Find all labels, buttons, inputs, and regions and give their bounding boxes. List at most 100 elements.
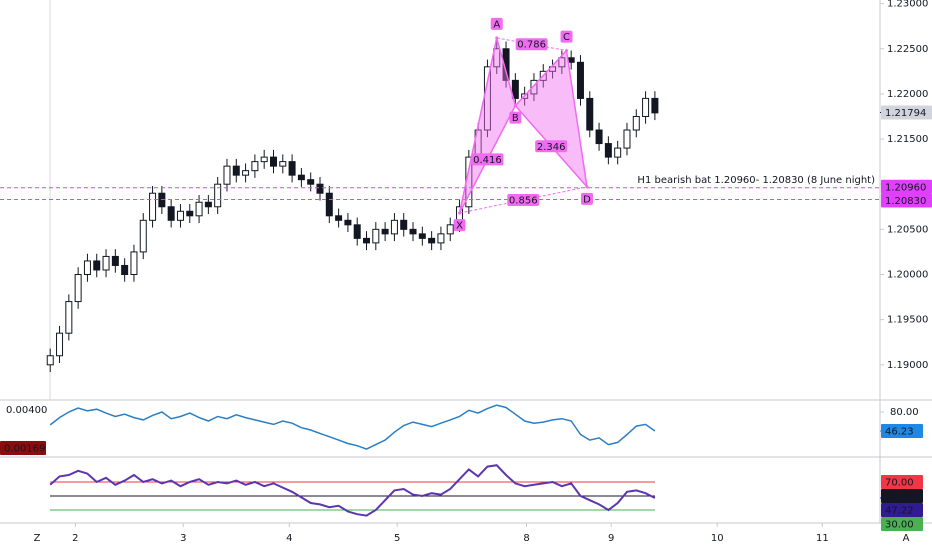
candle-body (111, 255, 119, 266)
candle-body (74, 273, 82, 303)
value-label-box (881, 474, 923, 489)
point-box (453, 219, 466, 232)
ratio-label: 0.856 (509, 196, 538, 207)
level-label-box (881, 179, 932, 194)
time-tick-label: 3 (180, 533, 186, 544)
candle-body (372, 228, 380, 244)
candle-body (269, 156, 277, 167)
y-tick-label: 1.23000 (887, 0, 928, 10)
candle-body (204, 201, 212, 208)
candle-body (381, 228, 389, 235)
candle-body (400, 219, 408, 230)
value-label-box (881, 489, 923, 504)
candle-body (297, 174, 305, 181)
y-tick-label: 80.00 (890, 407, 919, 418)
candle-body (595, 129, 603, 145)
candle-body (604, 143, 612, 158)
pattern-point (585, 185, 589, 189)
candle-body (260, 156, 268, 163)
candle-body (242, 170, 250, 176)
candle-body (167, 206, 175, 221)
candle-body (567, 57, 575, 63)
y-tick-label: 1.21500 (887, 134, 928, 145)
time-tick-label: 10 (711, 533, 724, 544)
candle-body (223, 165, 231, 185)
candle-body (288, 161, 296, 176)
y-tick-label: 1.19500 (887, 315, 928, 326)
candle-body (428, 237, 436, 244)
last-price-label-box (881, 105, 932, 120)
y-tick-label: 1.19000 (887, 360, 928, 371)
ratio-box (471, 153, 504, 166)
candle-body (558, 57, 566, 68)
candle-body (335, 215, 343, 221)
point-box (490, 17, 503, 30)
candle-body (176, 210, 184, 221)
y2-tick-label: 0.00400 (6, 405, 47, 416)
pattern-ratio-line (514, 105, 588, 188)
candle-body (83, 260, 91, 275)
ratio-box (515, 38, 548, 51)
value-label: 30.00 (885, 520, 914, 531)
pattern-point (495, 36, 499, 40)
candle-body (651, 97, 659, 114)
candle-body (437, 233, 445, 244)
last-price-label: 1.21794 (885, 108, 926, 119)
level-label-box (881, 193, 932, 208)
candle-body (316, 183, 324, 194)
candle-body (251, 161, 259, 172)
candle-body (232, 165, 240, 176)
point-box (560, 30, 573, 43)
candle-body (632, 115, 640, 131)
candle-body (130, 251, 138, 275)
time-tick-label: 11 (816, 533, 829, 544)
timezone-button[interactable]: Z (34, 533, 41, 544)
annotation: H1 bearish bat 1.20960- 1.20830 (8 June … (637, 175, 875, 186)
candle-body (46, 355, 54, 366)
value-label: 70.00 (885, 477, 914, 488)
candle-body (363, 237, 371, 244)
candle-body (93, 260, 101, 271)
candle-body (325, 192, 333, 217)
candle-body (642, 97, 650, 117)
time-tick-label: 4 (286, 533, 292, 544)
indicator-line (49, 404, 656, 450)
candle-body (586, 97, 594, 131)
pattern-point (565, 49, 569, 53)
ratio-box (535, 140, 568, 153)
auto-scale-button[interactable]: A (903, 533, 910, 544)
time-tick-label: 8 (523, 533, 529, 544)
y-tick-label: 1.22500 (887, 44, 928, 55)
indicator-line (49, 464, 656, 517)
y-tick-label: 1.20000 (887, 269, 928, 280)
point-label: A (493, 19, 500, 30)
candle-body (614, 147, 622, 158)
ratio-label: 2.346 (537, 142, 566, 153)
value-label-box (881, 423, 923, 438)
time-tick-label: 9 (608, 533, 614, 544)
level-label: 1.20830 (885, 196, 926, 207)
candle-body (353, 224, 361, 239)
candle-body (390, 219, 398, 235)
candle-body (56, 332, 64, 357)
ratio-box (507, 194, 540, 206)
candle-body (121, 264, 129, 275)
point-label: C (563, 32, 570, 43)
candle-body (511, 79, 519, 99)
candle-body (214, 183, 222, 208)
ratio-label: 0.786 (517, 40, 546, 51)
y2-last-label-box (0, 440, 46, 455)
candle-body (418, 233, 426, 239)
candle-body (65, 301, 73, 334)
candle-body (446, 224, 454, 235)
candle-body (530, 79, 538, 95)
level-label: 1.20960 (885, 182, 926, 193)
value-label: 50.00 (885, 492, 914, 503)
point-label: D (583, 194, 591, 205)
candle-body (409, 228, 417, 235)
candle-body (149, 192, 157, 221)
candle-body (493, 48, 501, 68)
point-box (509, 111, 522, 124)
